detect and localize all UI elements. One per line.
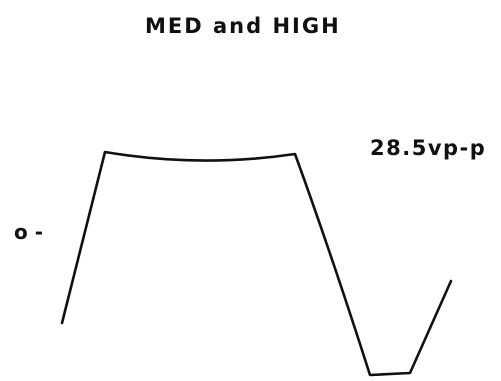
amplitude-label: 28.5vp-p (370, 136, 487, 160)
zero-reference-marker: o - (14, 220, 44, 244)
waveform-path (60, 150, 453, 377)
diagram-title: MED and HIGH (145, 14, 341, 38)
